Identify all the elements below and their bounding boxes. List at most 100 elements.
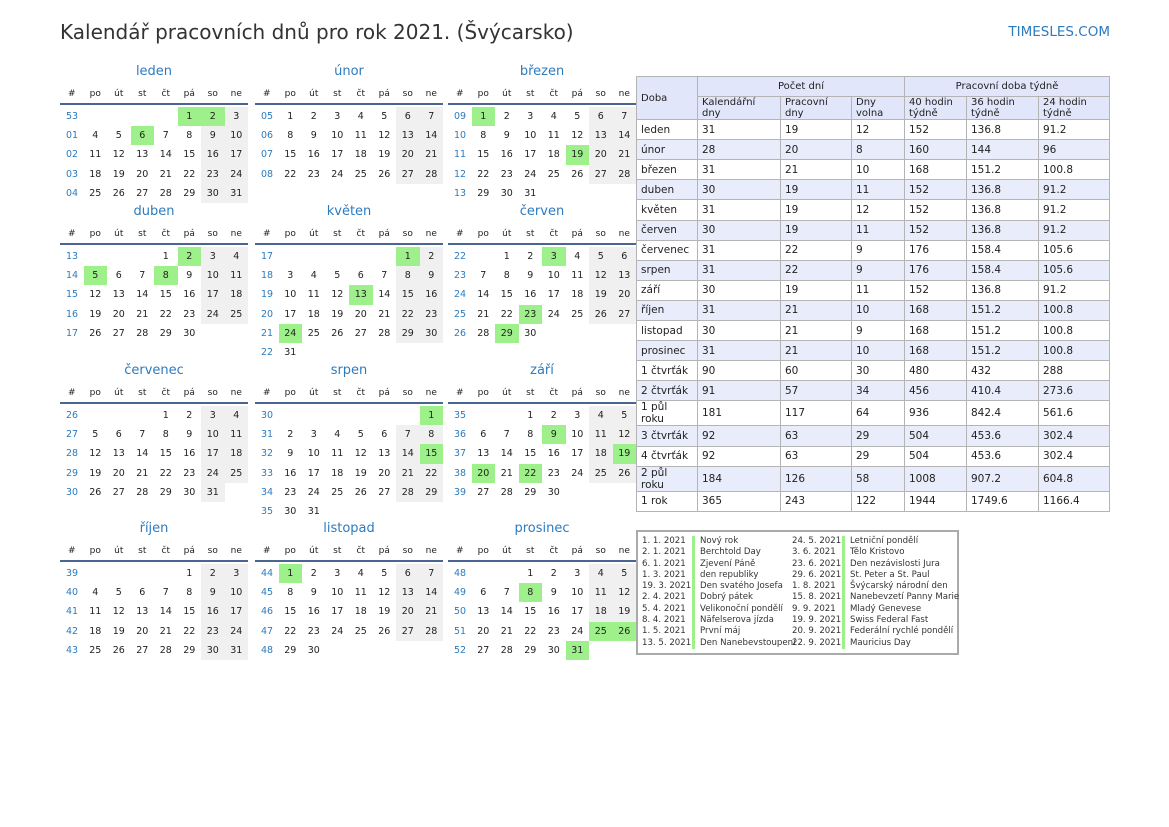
day-cell[interactable]: 12 [378, 130, 391, 142]
day-cell[interactable]: 20 [396, 602, 420, 622]
day-cell[interactable]: 25 [89, 187, 102, 199]
day-cell[interactable]: 29 [419, 482, 443, 502]
day-cell[interactable]: 13 [112, 448, 125, 460]
day-cell[interactable]: 10 [224, 583, 248, 603]
day-cell[interactable]: 11 [547, 130, 560, 142]
day-cell[interactable]: 28 [500, 644, 513, 656]
day-cell[interactable]: 11 [571, 270, 584, 282]
day-cell[interactable]: 3 [287, 270, 294, 282]
day-cell[interactable]: 6 [139, 587, 146, 599]
day-cell[interactable]: 9 [527, 270, 534, 282]
day-cell[interactable]: 12 [571, 130, 584, 142]
day-cell[interactable]: 6 [115, 270, 122, 282]
day-cell[interactable]: 22 [159, 467, 172, 479]
day-cell[interactable]: 26 [571, 168, 584, 180]
day-cell[interactable]: 10 [571, 587, 584, 599]
day-cell[interactable]: 29 [159, 486, 172, 498]
day-cell[interactable]: 25 [224, 304, 248, 324]
day-cell[interactable]: 12 [89, 448, 102, 460]
day-cell[interactable]: 21 [378, 308, 391, 320]
day-cell[interactable]: 16 [183, 448, 196, 460]
day-cell[interactable]: 14 [612, 126, 636, 146]
day-cell[interactable]: 8 [287, 130, 294, 142]
day-cell[interactable]: 3 [224, 564, 248, 584]
day-cell[interactable]: 30 [201, 183, 225, 203]
day-cell[interactable]: 30 [524, 327, 537, 339]
day-cell[interactable]: 11 [354, 130, 367, 142]
day-cell[interactable]: 22 [524, 625, 537, 637]
day-cell[interactable]: 24 [307, 486, 320, 498]
day-cell[interactable]: 26 [112, 644, 125, 656]
day-cell[interactable]: 19 [612, 444, 636, 464]
day-cell[interactable]: 6 [130, 126, 154, 146]
day-cell[interactable]: 24 [331, 625, 344, 637]
day-cell[interactable]: 18 [547, 149, 560, 161]
day-cell[interactable]: 24 [224, 164, 248, 184]
day-cell[interactable]: 10 [524, 130, 537, 142]
day-cell[interactable]: 23 [547, 467, 560, 479]
day-cell[interactable]: 1 [177, 107, 201, 127]
day-cell[interactable]: 12 [589, 266, 613, 286]
day-cell[interactable]: 16 [419, 285, 443, 305]
day-cell[interactable]: 17 [331, 606, 344, 618]
day-cell[interactable]: 13 [378, 448, 391, 460]
day-cell[interactable]: 27 [136, 644, 149, 656]
day-cell[interactable]: 28 [159, 644, 172, 656]
day-cell[interactable]: 1 [503, 251, 510, 262]
day-cell[interactable]: 20 [112, 467, 125, 479]
day-cell[interactable]: 30 [284, 505, 297, 517]
day-cell[interactable]: 6 [480, 587, 487, 599]
day-cell[interactable]: 1 [162, 251, 169, 262]
day-cell[interactable]: 27 [354, 327, 367, 339]
day-cell[interactable]: 30 [547, 486, 560, 498]
day-cell[interactable]: 14 [419, 126, 443, 146]
day-cell[interactable]: 12 [112, 606, 125, 618]
day-cell[interactable]: 23 [183, 308, 196, 320]
day-cell[interactable]: 8 [480, 130, 487, 142]
day-cell[interactable]: 11 [331, 448, 344, 460]
day-cell[interactable]: 13 [136, 149, 149, 161]
day-cell[interactable]: 1 [278, 564, 302, 584]
day-cell[interactable]: 26 [89, 486, 102, 498]
day-cell[interactable]: 20 [378, 467, 391, 479]
day-cell[interactable]: 24 [224, 621, 248, 641]
day-cell[interactable]: 18 [354, 606, 367, 618]
day-cell[interactable]: 5 [612, 564, 636, 584]
day-cell[interactable]: 8 [154, 266, 178, 286]
day-cell[interactable]: 31 [284, 346, 297, 358]
day-cell[interactable]: 6 [612, 247, 636, 267]
day-cell[interactable]: 2 [527, 251, 534, 262]
day-cell[interactable]: 9 [186, 429, 193, 441]
day-cell[interactable]: 11 [589, 425, 613, 445]
day-cell[interactable]: 25 [571, 308, 584, 320]
day-cell[interactable]: 10 [571, 429, 584, 441]
day-cell[interactable]: 29 [524, 486, 537, 498]
day-cell[interactable]: 10 [331, 130, 344, 142]
day-cell[interactable]: 16 [547, 448, 560, 460]
day-cell[interactable]: 28 [477, 327, 490, 339]
day-cell[interactable]: 9 [201, 583, 225, 603]
day-cell[interactable]: 16 [201, 145, 225, 165]
day-cell[interactable]: 26 [589, 304, 613, 324]
day-cell[interactable]: 5 [589, 247, 613, 267]
day-cell[interactable]: 30 [201, 640, 225, 660]
day-cell[interactable]: 2 [201, 564, 225, 584]
day-cell[interactable]: 20 [477, 625, 490, 637]
day-cell[interactable]: 21 [136, 308, 149, 320]
day-cell[interactable]: 4 [589, 406, 613, 426]
day-cell[interactable]: 20 [112, 308, 125, 320]
day-cell[interactable]: 5 [357, 429, 364, 441]
day-cell[interactable]: 27 [589, 164, 613, 184]
day-cell[interactable]: 31 [224, 183, 248, 203]
day-cell[interactable]: 6 [357, 270, 364, 282]
day-cell[interactable]: 8 [162, 429, 169, 441]
day-cell[interactable]: 31 [201, 482, 225, 502]
day-cell[interactable]: 31 [307, 505, 320, 517]
day-cell[interactable]: 20 [136, 625, 149, 637]
day-cell[interactable]: 8 [287, 587, 294, 599]
day-cell[interactable]: 15 [284, 149, 297, 161]
day-cell[interactable]: 5 [574, 111, 581, 122]
day-cell[interactable]: 11 [224, 425, 248, 445]
day-cell[interactable]: 18 [224, 444, 248, 464]
day-cell[interactable]: 6 [396, 107, 420, 127]
